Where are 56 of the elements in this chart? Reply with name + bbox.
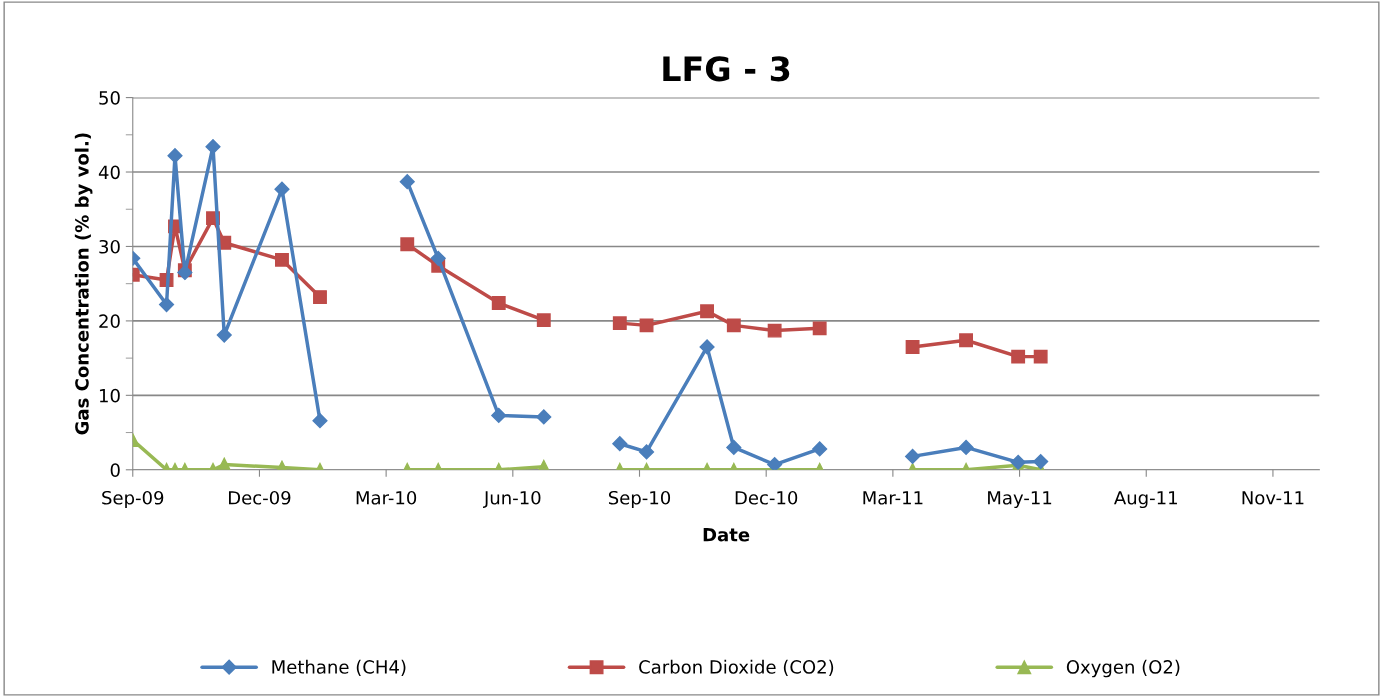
x-tick-label: Aug-11 [1114,491,1177,509]
legend-label: Methane (CH4) [272,659,406,676]
point [638,444,655,460]
point [726,318,741,333]
y-tick-label: 50 [99,91,120,105]
x-tick-label: Sep-10 [608,490,671,509]
point [905,340,920,354]
point [639,318,654,333]
point [312,413,328,429]
point [275,252,289,267]
point [700,304,715,319]
x-tick-label: Sep-09 [102,490,164,509]
point [399,174,415,190]
chart-title: LFG - 3 [663,56,790,82]
x-tick-label: Mar-11 [863,491,923,505]
point [767,456,783,470]
point [959,333,974,348]
x-axis-title: Date [703,528,750,542]
point [1033,454,1049,470]
point [536,409,552,425]
point [313,290,327,305]
y-tick-label: 10 [99,388,120,403]
x-tick-label: Mar-10 [356,490,417,505]
y-tick-label: 0 [110,463,120,477]
y-tick-label: 40 [98,165,120,180]
legend-label: Oxygen (O2) [1066,659,1180,678]
point [400,237,415,252]
point [726,439,742,456]
point [158,296,175,313]
x-tick-label: Jun-10 [483,490,541,508]
x-tick-label: Dec-10 [735,490,798,505]
point [167,148,183,164]
point [491,407,507,424]
y-tick-label: 20 [99,314,120,329]
point [812,321,827,336]
point [812,441,828,457]
point [491,296,506,310]
x-tick-label: Nov-11 [1242,491,1304,505]
x-tick-label: May-11 [988,491,1052,509]
point [1033,349,1048,364]
point [430,250,446,266]
legend-label: Carbon Dioxide (CO2) [639,659,834,676]
point [205,139,221,155]
point [905,448,921,464]
point [274,181,290,197]
point [1011,349,1026,364]
point [216,327,232,343]
x-tick-label: Dec-09 [229,490,291,505]
point [612,316,627,331]
y-tick-label: 30 [99,239,120,254]
point [612,436,628,452]
point [536,313,551,328]
y-axis-title: Gas Concentration (% by vol.) [74,133,93,435]
point [699,339,715,355]
point [767,323,782,338]
point [958,439,974,456]
